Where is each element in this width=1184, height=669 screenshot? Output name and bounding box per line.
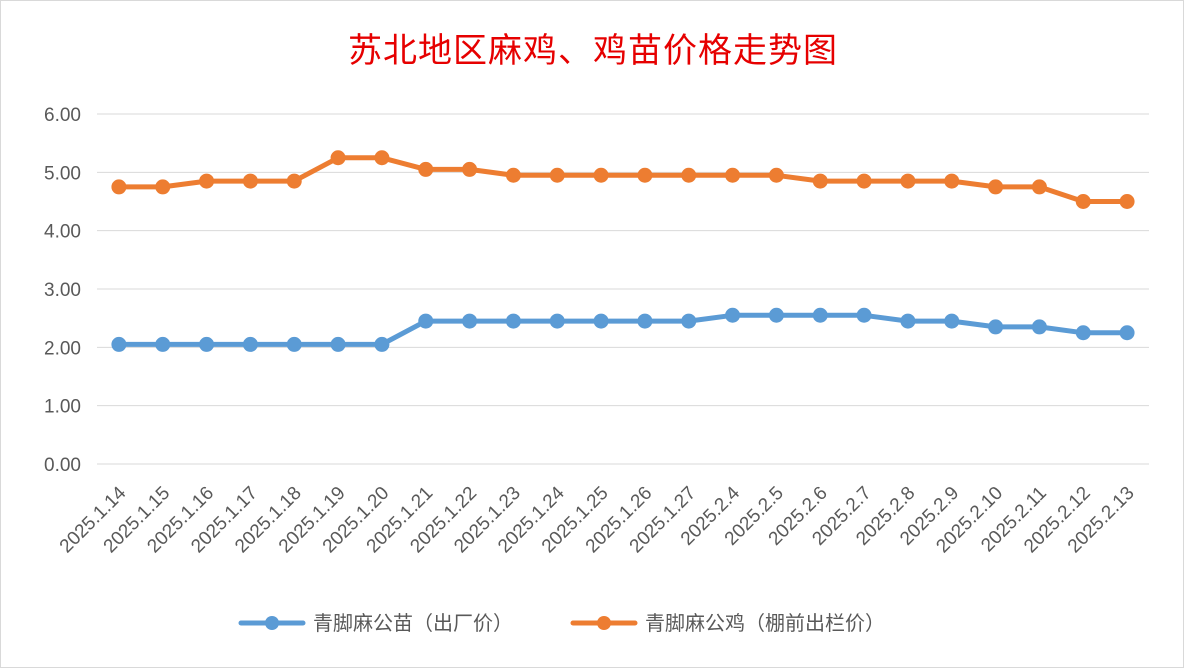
data-point [944, 173, 960, 189]
series-line-2 [116, 155, 1130, 204]
data-point [286, 173, 302, 189]
data-point [988, 319, 1004, 335]
data-point [900, 313, 916, 329]
legend-label-1: 青脚麻公苗（出厂价） [313, 611, 513, 635]
data-point [725, 307, 741, 323]
data-point [593, 167, 609, 183]
data-point [1119, 325, 1135, 341]
data-point [725, 167, 741, 183]
data-point [1075, 325, 1091, 341]
data-point [462, 313, 478, 329]
data-point [637, 313, 653, 329]
y-tick-label: 2.00 [44, 338, 81, 359]
legend-marker-2 [597, 616, 611, 630]
legend-marker-1 [265, 616, 279, 630]
data-point [1075, 194, 1091, 209]
data-point [242, 336, 258, 352]
data-point [549, 167, 565, 183]
data-point [1031, 319, 1047, 335]
data-point [812, 307, 828, 323]
legend-label-2: 青脚麻公鸡（棚前出栏价） [645, 611, 885, 635]
data-point [199, 336, 215, 352]
data-point [549, 313, 565, 329]
y-tick-label: 0.00 [44, 455, 81, 476]
data-point [856, 307, 872, 323]
data-point [418, 161, 434, 177]
y-tick-label: 4.00 [44, 222, 81, 243]
data-point [1119, 194, 1135, 209]
data-point [637, 167, 653, 183]
data-point [111, 336, 127, 352]
data-point [768, 307, 784, 323]
series-line-1 [116, 312, 1130, 347]
y-tick-label: 3.00 [44, 280, 81, 301]
data-point [111, 179, 127, 195]
data-point [900, 173, 916, 189]
y-tick-label: 5.00 [44, 163, 81, 184]
chart-title: 苏北地区麻鸡、鸡苗价格走势图 [348, 31, 838, 71]
data-point [812, 173, 828, 189]
data-point [505, 313, 521, 329]
data-point [199, 173, 215, 189]
data-point [462, 161, 478, 177]
data-point [418, 313, 434, 329]
y-tick-label: 1.00 [44, 397, 81, 418]
data-point [242, 173, 258, 189]
data-point [505, 167, 521, 183]
data-point [856, 173, 872, 189]
data-point [374, 150, 390, 166]
data-point [330, 150, 346, 166]
data-point [681, 313, 697, 329]
data-point [944, 313, 960, 329]
data-point [155, 179, 171, 195]
data-point [374, 336, 390, 352]
data-point [286, 336, 302, 352]
data-point [155, 336, 171, 352]
data-point [681, 167, 697, 183]
data-point [988, 179, 1004, 195]
data-point [768, 167, 784, 183]
data-point [1031, 179, 1047, 195]
data-point [593, 313, 609, 329]
y-tick-label: 6.00 [44, 105, 81, 126]
data-point [330, 336, 346, 352]
